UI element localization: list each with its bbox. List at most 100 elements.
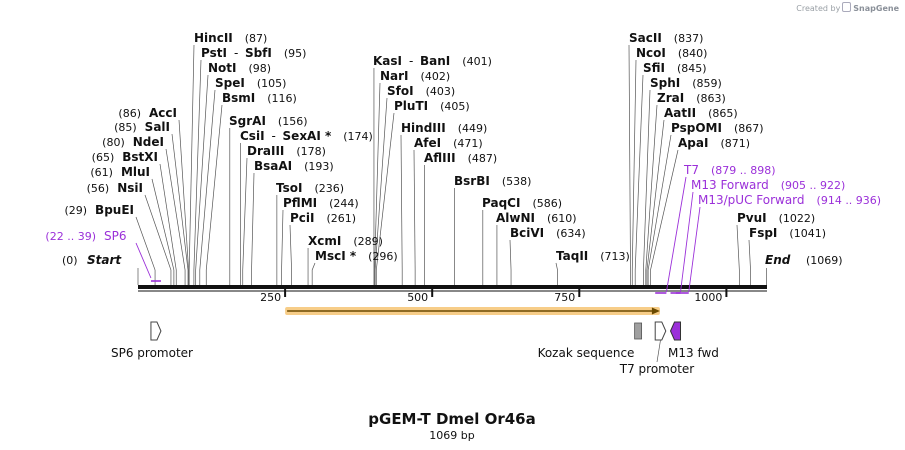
site-ncoi[interactable]: NcoI (840) <box>636 46 707 60</box>
site-tsoi[interactable]: TsoI (236) <box>276 181 344 195</box>
site-pcii[interactable]: PciI (261) <box>290 211 356 225</box>
site-bpuei[interactable]: BpuEI (29) <box>64 203 134 217</box>
site-name-xcmi: XcmI <box>308 234 341 248</box>
site-msci[interactable]: MscI * (296) <box>315 249 398 263</box>
feature-label-m13-fwd: M13 fwd <box>668 346 719 360</box>
orf-track[interactable] <box>285 307 660 315</box>
site-sphi[interactable]: SphI (859) <box>650 76 722 90</box>
credit-brand: SnapGene <box>853 4 899 13</box>
primer-range-sp6: (22 .. 39) <box>45 230 96 243</box>
end-marker: End (1069) <box>765 253 843 267</box>
site-name-draiii: DraIII <box>247 144 284 158</box>
feature-m13-fwd[interactable]: M13 fwd <box>668 321 719 360</box>
connector-sacii <box>628 44 631 285</box>
site-nari[interactable]: NarI (402) <box>380 69 450 83</box>
site-alwni[interactable]: AlwNI (610) <box>496 211 577 225</box>
site-psti[interactable]: PstI - SbfI (95) <box>201 46 306 60</box>
site-pos-pcii: (261) <box>327 212 357 225</box>
primer-m13-puc-forward[interactable]: M13/pUC Forward (914 .. 936) <box>675 193 881 294</box>
connector-nsii <box>144 194 172 285</box>
tick-label-750: 750 <box>554 291 575 304</box>
site-pos-psti: (95) <box>284 47 307 60</box>
primer-m13-forward[interactable]: M13 Forward (905 .. 922) <box>670 178 846 294</box>
primer-name-t7: T7 <box>683 163 699 177</box>
site-pos-bpuei: (29) <box>64 204 87 217</box>
primers[interactable]: SP6 (22 .. 39) T7 (879 .. 898)M13 Forward (9… <box>45 163 881 294</box>
site-afei[interactable]: AfeI (471) <box>414 136 483 150</box>
primer-t7[interactable]: T7 (879 .. 898) <box>655 163 776 294</box>
site-name-bpuei: BpuEI <box>95 203 134 217</box>
site-sacii[interactable]: SacII (837) <box>629 31 703 45</box>
site-kasi[interactable]: KasI - BanI (401) <box>373 54 492 68</box>
site-pos-ndei: (80) <box>102 136 125 149</box>
site-pos-afei: (471) <box>453 137 483 150</box>
connector-noti <box>195 74 209 285</box>
connector-aatii <box>646 119 665 285</box>
tick-label-250: 250 <box>260 291 281 304</box>
features[interactable]: SP6 promoter Kozak sequence T7 promoter M13… <box>111 321 719 376</box>
site-bsmi[interactable]: BsmI (116) <box>222 91 297 105</box>
connector-bstxi <box>159 163 177 285</box>
site-dash-psti: - <box>234 46 238 60</box>
primer-connector-m13-puc-forward <box>688 206 701 293</box>
primer-sp6[interactable]: SP6 (22 .. 39) <box>45 229 161 282</box>
site-pflmi[interactable]: PflMI (244) <box>283 196 359 210</box>
site-draiii[interactable]: DraIII (178) <box>247 144 326 158</box>
site-bcivi[interactable]: BciVI (634) <box>510 226 586 240</box>
site-pspomi[interactable]: PspOMI (867) <box>671 121 764 135</box>
primer-name-m13-forward: M13 Forward <box>691 178 769 192</box>
connector-bsaai <box>251 172 255 285</box>
site-sali[interactable]: SalI (85) <box>114 120 170 134</box>
site-noti[interactable]: NotI (98) <box>208 61 271 75</box>
site-aatii[interactable]: AatII (865) <box>664 106 738 120</box>
site-pos-noti: (98) <box>249 62 272 75</box>
site-paqci[interactable]: PaqCI (586) <box>482 196 562 210</box>
site-name-hincii: HincII <box>194 31 233 45</box>
site-pluti[interactable]: PluTI (405) <box>394 99 470 113</box>
site-pos-draiii: (178) <box>296 145 326 158</box>
site-bstxi[interactable]: BstXI (65) <box>92 150 158 164</box>
site-nsii[interactable]: NsiI (56) <box>87 181 143 195</box>
site-name-sphi: SphI <box>650 76 680 90</box>
site-name-msci: MscI * <box>315 249 357 263</box>
site-pos-msci: (296) <box>368 250 398 263</box>
site-zrai[interactable]: ZraI (863) <box>657 91 726 105</box>
feature-t7-promoter[interactable]: T7 promoter <box>619 321 695 376</box>
site-bsaai[interactable]: BsaAI (193) <box>254 159 334 173</box>
connector-bcivi <box>509 239 512 285</box>
site-fspi[interactable]: FspI (1041) <box>749 226 826 240</box>
connector-apai <box>650 149 679 285</box>
site-ndei[interactable]: NdeI (80) <box>102 135 164 149</box>
site-mlui[interactable]: MluI (61) <box>90 165 150 179</box>
feature-sp6-promoter[interactable]: SP6 promoter <box>111 321 193 360</box>
site-pos-sfoi: (403) <box>426 85 456 98</box>
restriction-sites[interactable]: HincII (87)PstI - SbfI (95)NotI (98)SpeI (105)… <box>62 31 843 267</box>
site-pos-pspomi: (867) <box>734 122 764 135</box>
tick-label-1000: 1000 <box>694 291 722 304</box>
site-csii[interactable]: CsiI - SexAI * (174) <box>240 129 373 143</box>
site-pos-alwni: (610) <box>547 212 577 225</box>
site-afliii[interactable]: AflIII (487) <box>424 151 497 165</box>
site-acci[interactable]: AccI (86) <box>118 106 177 120</box>
feature-kozak-sequence[interactable]: Kozak sequence <box>538 322 643 360</box>
site-sfoi[interactable]: SfoI (403) <box>387 84 455 98</box>
site-apai[interactable]: ApaI (871) <box>678 136 750 150</box>
connector-sfoi <box>374 97 388 285</box>
connector-nari <box>374 82 381 285</box>
site-spei[interactable]: SpeI (105) <box>215 76 286 90</box>
feature-shape-kozak-sequence <box>634 322 643 340</box>
connector-bsmi <box>205 104 223 285</box>
connector-pflmi <box>281 209 284 285</box>
site-name-sacii: SacII <box>629 31 662 45</box>
connector-draiii <box>242 157 248 285</box>
site-hincii[interactable]: HincII (87) <box>194 31 267 45</box>
site-pos-paqci: (586) <box>532 197 562 210</box>
site-hindiii[interactable]: HindIII (449) <box>401 121 487 135</box>
start-marker: (0) Start <box>62 253 122 267</box>
site-taqii[interactable]: TaqII (713) <box>556 249 630 263</box>
site-pvui[interactable]: PvuI (1022) <box>737 211 815 225</box>
site-xcmi[interactable]: XcmI (289) <box>308 234 383 248</box>
site-sfii[interactable]: SfiI (845) <box>643 61 707 75</box>
site-sgrai[interactable]: SgrAI (156) <box>229 114 308 128</box>
site-bsrbi[interactable]: BsrBI (538) <box>454 174 531 188</box>
